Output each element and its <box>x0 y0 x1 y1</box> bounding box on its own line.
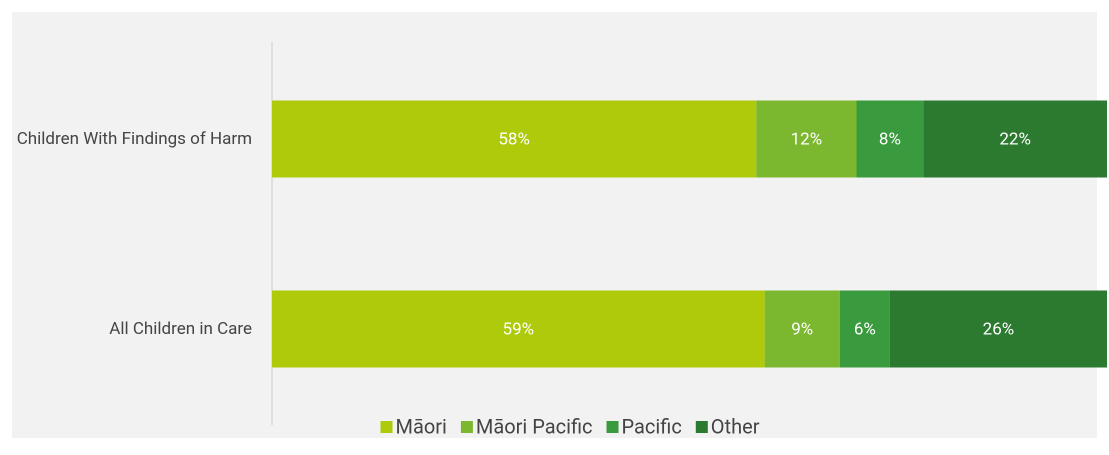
bar-segment <box>272 100 757 178</box>
category-label-box: Children With Findings of Harm <box>7 128 252 150</box>
data-label: 58% <box>498 129 530 149</box>
bar-segment <box>272 290 765 368</box>
data-label: 9% <box>791 319 813 339</box>
category-label: All Children in Care <box>109 319 252 339</box>
legend-label: Pacific <box>622 414 682 438</box>
legend-label: Other <box>711 414 760 438</box>
bar-segment <box>839 290 890 368</box>
bar-segment <box>923 100 1107 178</box>
bar-segment <box>856 100 924 178</box>
legend-label: Māori <box>396 414 447 438</box>
legend-swatch <box>460 421 473 433</box>
data-label: 22% <box>999 129 1031 149</box>
legend-swatch <box>695 421 708 433</box>
data-label: 12% <box>791 129 823 149</box>
data-label: 59% <box>503 319 535 339</box>
bar-segment <box>764 290 840 368</box>
category-label-box: All Children in Care <box>7 318 252 340</box>
legend-swatch <box>606 421 619 433</box>
data-label: 26% <box>983 319 1015 339</box>
data-label: 8% <box>879 129 901 149</box>
legend-swatch <box>380 421 393 433</box>
bar-segment <box>756 100 857 178</box>
category-label: Children With Findings of Harm <box>16 129 252 149</box>
bar-segment <box>889 290 1107 368</box>
data-label: 6% <box>854 319 876 339</box>
legend-label: Māori Pacific <box>476 414 593 438</box>
